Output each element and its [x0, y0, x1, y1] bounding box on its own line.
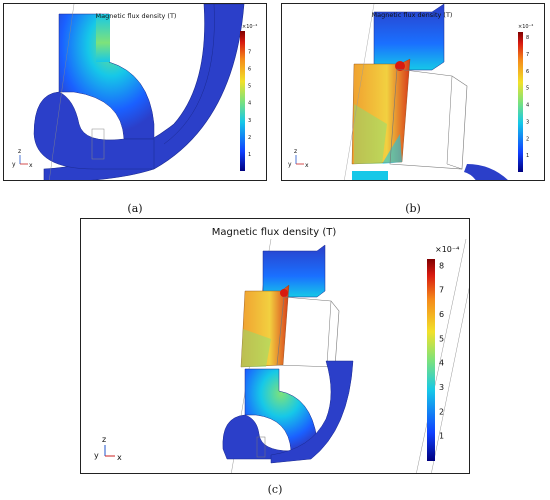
svg-text:z: z	[102, 435, 106, 444]
caption-a: (a)	[127, 202, 143, 215]
colorbar-tick-label: 4	[526, 103, 529, 109]
svg-text:x: x	[305, 162, 309, 169]
svg-text:z: z	[294, 148, 297, 155]
axis-triad-c: z y x	[94, 435, 122, 462]
colorbar-tick-label: 2	[439, 407, 444, 416]
svg-text:y: y	[288, 161, 292, 168]
colorbar-tick-label: 2	[248, 135, 251, 141]
plot-title-a: Magnetic flux density (T)	[96, 12, 177, 20]
colorbar-tick-label: 3	[248, 118, 251, 124]
colorbar-tick-label: 7	[248, 49, 251, 55]
svg-text:x: x	[29, 162, 33, 169]
svg-text:y: y	[12, 161, 16, 168]
colorbar-a	[240, 31, 245, 171]
colorbar-tick-label: 7	[526, 52, 529, 58]
colorbar-exponent-a: ×10⁻⁴	[242, 24, 257, 30]
colorbar-tick-label: 6	[526, 69, 529, 75]
colorbar-tick-label: 1	[248, 152, 251, 158]
colorbar-tick-label: 8	[526, 35, 529, 41]
panel-c: Magnetic flux density (T) ×10⁻⁴ 1 2 3 4 5 6 7 8…	[80, 218, 470, 474]
colorbar-tick-label: 5	[248, 84, 251, 90]
colorbar-tick-label: 1	[439, 432, 444, 441]
colorbar-tick-label: 5	[526, 86, 529, 92]
axis-triad-b: z y x	[288, 148, 309, 169]
svg-text:x: x	[117, 453, 122, 462]
colorbar-tick-label: 4	[248, 101, 251, 107]
caption-c: (c)	[267, 483, 283, 496]
colorbar-tick-label: 2	[526, 136, 529, 142]
colorbar-tick-label: 5	[439, 334, 444, 343]
colorbar-exponent-c: ×10⁻⁴	[435, 245, 459, 254]
colorbar-exponent-b: ×10⁻⁴	[518, 24, 533, 30]
caption-b: (b)	[405, 202, 421, 215]
colorbar-tick-label: 4	[439, 359, 444, 368]
colorbar-tick-label: 7	[439, 286, 444, 295]
colorbar-c	[427, 259, 435, 461]
colorbar-tick-label: 3	[526, 119, 529, 125]
colorbar-tick-label: 6	[248, 67, 251, 73]
panel-b: Magnetic flux density (T) ×10⁻⁴ 1 2 3 4 5 6 7 8…	[281, 3, 545, 181]
plot-title-c: Magnetic flux density (T)	[212, 227, 337, 238]
colorbar-tick-label: 8	[439, 261, 444, 270]
colorbar-b	[518, 32, 523, 172]
colorbar-tick-label: 6	[439, 310, 444, 319]
colorbar-tick-label: 1	[526, 153, 529, 159]
svg-text:z: z	[18, 148, 21, 155]
svg-text:y: y	[94, 451, 99, 460]
plot-title-b: Magnetic flux density (T)	[372, 11, 453, 19]
colorbar-tick-label: 3	[439, 383, 444, 392]
axis-triad-a: z y x	[12, 148, 33, 169]
